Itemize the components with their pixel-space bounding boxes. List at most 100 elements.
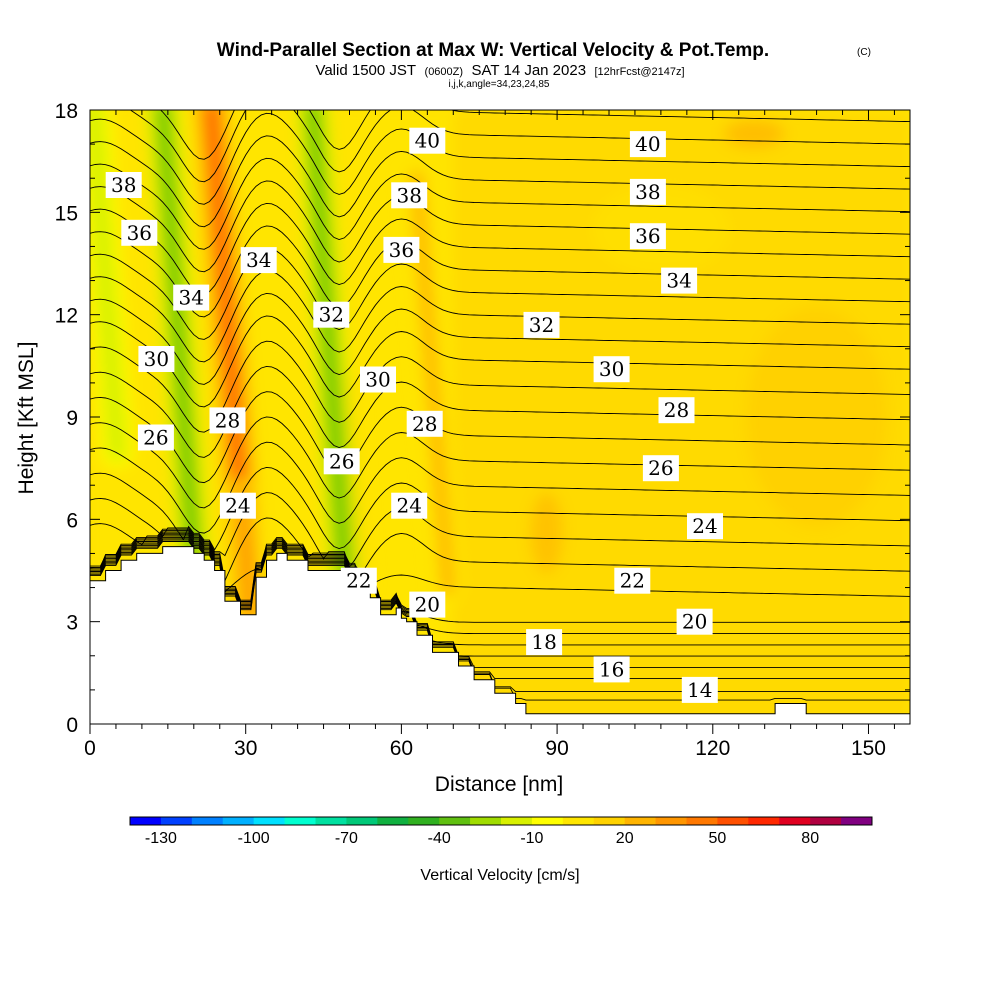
theta-contour-label-text: 16 [599, 657, 624, 681]
y-tick-label: 3 [66, 612, 78, 635]
theta-contour-label-box [360, 366, 396, 393]
theta-contour-label-box [409, 127, 446, 154]
theta-contour-label-text: 38 [396, 183, 421, 207]
theta-contour-label-box [219, 492, 256, 519]
y-axis-label: Height [Kft MSL] [15, 342, 38, 495]
y-tick-label: 6 [66, 509, 78, 532]
colorbar-tick-label: -70 [335, 830, 358, 847]
theta-contour-label-text: 26 [648, 456, 673, 480]
velocity-band [724, 119, 785, 148]
theta-contour-label-box [409, 591, 446, 618]
theta-contour-label-box [340, 567, 377, 594]
y-tick-label: 18 [55, 100, 78, 123]
theta-contour-line [90, 492, 910, 569]
theta-contour-label: 32 [313, 301, 350, 328]
colorbar-tick-label: -40 [428, 830, 451, 847]
theta-contour-label-box [209, 407, 246, 434]
chart-subtitle: Valid 1500 JST (0600Z) SAT 14 Jan 2023 [… [315, 62, 684, 79]
colorbar-label: Vertical Velocity [cm/s] [420, 867, 579, 884]
theta-contour-label-box [629, 131, 666, 158]
theta-contour-label-box [137, 424, 174, 451]
colorbar-swatch [253, 817, 285, 825]
theta-contour-label-box [593, 656, 630, 683]
theta-contour-label-text: 26 [329, 449, 354, 473]
theta-contour-label-text: 28 [664, 398, 689, 422]
theta-contour-label: 24 [391, 492, 428, 519]
velocity-feature-updraft [412, 173, 453, 593]
colorbar-swatch [315, 817, 347, 825]
velocity-feature-downdraft [158, 110, 198, 558]
colorbar-swatch [624, 817, 656, 825]
theta-contour-line [90, 157, 910, 250]
x-axis-label: Distance [nm] [435, 773, 563, 796]
theta-contour-label-text: 34 [666, 269, 691, 293]
colorbar-swatch [501, 817, 533, 825]
theta-contour-label: 20 [676, 608, 713, 635]
theta-contour-label-box [676, 608, 713, 635]
theta-contour-label-box [523, 311, 560, 338]
theta-contour-label-text: 30 [365, 368, 390, 392]
theta-contour-line [90, 340, 910, 433]
colorbar-swatch [439, 817, 471, 825]
theta-contour-label-box [642, 455, 679, 482]
theta-contour-label: 30 [360, 366, 396, 393]
colorbar-swatch [346, 817, 378, 825]
colorbar-swatch [130, 817, 162, 825]
theta-contour-label: 36 [383, 236, 420, 263]
theta-contour-label-text: 30 [144, 347, 169, 371]
theta-contour-line [90, 416, 910, 509]
theta-contour-label: 28 [658, 397, 695, 424]
theta-contour-label: 18 [526, 629, 563, 656]
theta-contour-label: 24 [219, 492, 256, 519]
colorbar-swatch [717, 817, 749, 825]
theta-contour-label-text: 36 [127, 221, 152, 245]
theta-contour-line [90, 112, 910, 205]
theta-contour-line [129, 110, 910, 183]
theta-contour-label-text: 36 [635, 224, 660, 248]
chart-title-mark: (C) [857, 47, 871, 58]
theta-contour-line [90, 534, 910, 646]
theta-contour-label-box [323, 448, 360, 475]
theta-contour-line [90, 270, 910, 363]
colorbar-swatch [779, 817, 811, 825]
theta-contour-label: 34 [240, 247, 277, 274]
theta-contour-label-text: 34 [178, 286, 203, 310]
theta-contour-label-box [593, 356, 630, 383]
velocity-band [530, 492, 563, 573]
colorbar-swatch [655, 817, 687, 825]
theta-contour-label: 16 [593, 656, 630, 683]
theta-contour-line [90, 292, 910, 385]
theta-contour-label-text: 30 [599, 357, 624, 381]
theta-contour-line [90, 247, 910, 340]
theta-contour-line [90, 541, 910, 701]
colorbar-swatch [593, 817, 626, 825]
colorbar-frame [129, 816, 873, 826]
theta-contour-line [159, 110, 910, 160]
x-tick-label: 60 [390, 737, 413, 760]
theta-contour-label-box [629, 223, 666, 250]
theta-contour-label: 14 [681, 676, 718, 703]
theta-contour-label-box [406, 410, 443, 437]
theta-contour-label: 34 [661, 267, 698, 294]
theta-contour-label-text: 20 [682, 610, 707, 634]
theta-contour-label: 20 [409, 591, 446, 618]
theta-contour-line [90, 532, 910, 635]
colorbar-swatch [160, 817, 193, 825]
theta-contour-label: 26 [137, 424, 174, 451]
theta-contour-label-text: 34 [246, 248, 271, 272]
theta-contour-label: 26 [642, 455, 679, 482]
theta-contour-label-text: 28 [412, 412, 437, 436]
theta-contour-label-text: 20 [415, 593, 440, 617]
theta-contour-line [90, 530, 910, 597]
theta-contour-label-box [391, 182, 428, 209]
colorbar-swatch [222, 817, 255, 825]
theta-contour-label-text: 14 [687, 678, 712, 702]
theta-contour-label-box [138, 346, 175, 372]
theta-contour-label-box [121, 219, 158, 246]
theta-contour-label-box [526, 629, 563, 656]
theta-contour-label: 38 [105, 172, 142, 198]
chart-title: Wind-Parallel Section at Max W: Vertical… [217, 40, 769, 61]
theta-contour-label: 40 [629, 131, 666, 158]
